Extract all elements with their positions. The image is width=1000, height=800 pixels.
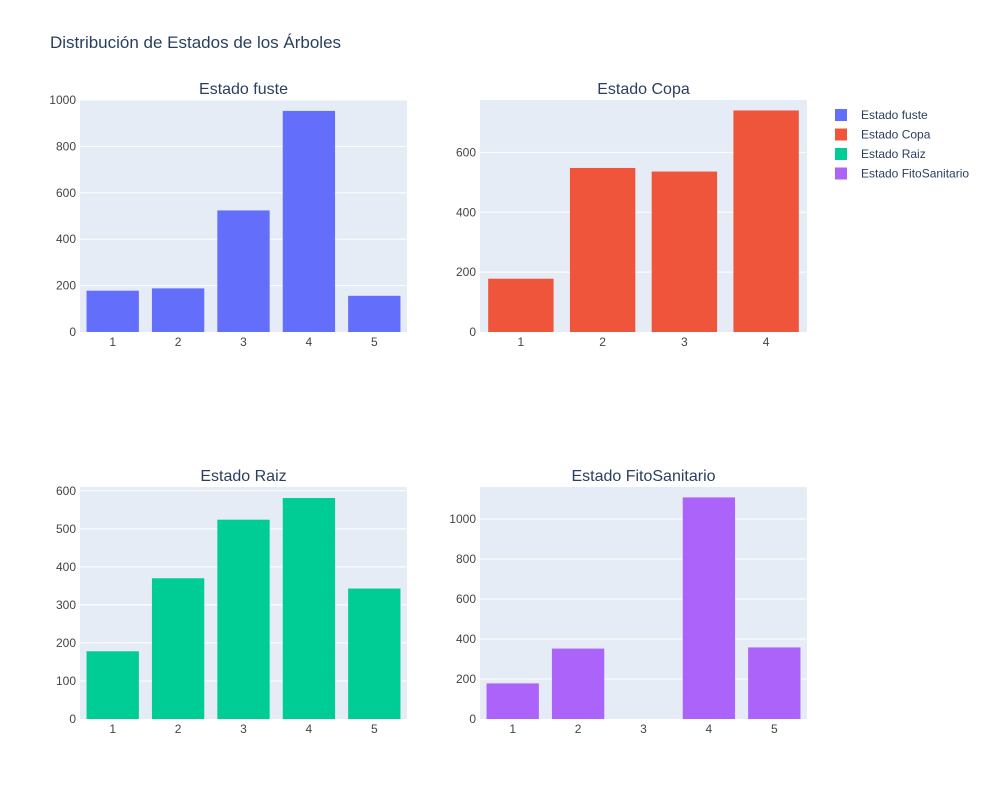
legend-swatch [835, 128, 847, 141]
bar [551, 648, 605, 719]
y-tick-label: 100 [56, 674, 76, 688]
y-tick-label: 200 [56, 279, 76, 293]
x-tick-label: 4 [306, 335, 313, 349]
x-tick-label: 3 [640, 722, 647, 736]
bar [217, 210, 270, 332]
y-tick-label: 0 [469, 325, 476, 339]
y-tick-label: 0 [69, 712, 76, 726]
bar [569, 167, 636, 332]
x-tick-label: 3 [240, 335, 247, 349]
x-tick-label: 4 [306, 722, 313, 736]
legend-swatch [835, 109, 847, 121]
x-tick-label: 2 [175, 335, 182, 349]
y-tick-label: 1000 [449, 512, 476, 526]
x-tick-label: 4 [706, 722, 713, 736]
legend-label: Estado Copa [861, 128, 931, 142]
subplot-title: Estado Copa [597, 81, 690, 98]
bar [151, 578, 205, 719]
y-tick-label: 200 [456, 265, 476, 279]
subplot-title: Estado FitoSanitario [571, 468, 715, 485]
y-tick-label: 400 [456, 205, 476, 219]
x-tick-label: 4 [763, 335, 770, 349]
bar [151, 288, 205, 332]
bar [86, 290, 139, 332]
legend-swatch [835, 148, 847, 160]
x-tick-label: 2 [599, 335, 606, 349]
bar [488, 278, 554, 332]
y-tick-label: 200 [456, 672, 476, 686]
y-tick-label: 800 [456, 552, 476, 566]
y-tick-label: 0 [69, 325, 76, 339]
subplot-title: Estado Raiz [200, 468, 286, 485]
y-tick-label: 400 [456, 632, 476, 646]
legend-label: Estado FitoSanitario [861, 167, 969, 181]
bar [682, 497, 736, 719]
x-tick-label: 3 [240, 722, 247, 736]
x-tick-label: 5 [371, 335, 378, 349]
bar [282, 110, 336, 333]
bar [217, 519, 270, 719]
x-tick-label: 2 [575, 722, 582, 736]
chart-main-title: Distribución de Estados de los Árboles [50, 33, 342, 52]
x-tick-label: 1 [509, 722, 516, 736]
bar [651, 171, 718, 332]
x-tick-label: 2 [175, 722, 182, 736]
subplot-title: Estado fuste [199, 81, 288, 98]
y-tick-label: 200 [56, 636, 76, 650]
y-tick-label: 600 [56, 186, 76, 200]
y-tick-label: 500 [56, 522, 76, 536]
y-tick-label: 0 [469, 712, 476, 726]
x-tick-label: 1 [518, 335, 525, 349]
y-tick-label: 600 [56, 484, 76, 498]
y-tick-label: 600 [456, 592, 476, 606]
bar [486, 683, 539, 719]
legend-swatch [835, 167, 847, 180]
bar [348, 588, 401, 719]
legend-label: Estado fuste [861, 108, 928, 122]
y-tick-label: 600 [456, 145, 476, 159]
bar [282, 498, 336, 719]
x-tick-label: 5 [771, 722, 778, 736]
legend-label: Estado Raiz [861, 147, 926, 161]
bar [348, 295, 401, 332]
y-tick-label: 1000 [49, 93, 76, 107]
bar [748, 647, 801, 719]
x-tick-label: 1 [109, 335, 116, 349]
x-tick-label: 3 [681, 335, 688, 349]
x-tick-label: 1 [109, 722, 116, 736]
bar [733, 110, 799, 332]
y-tick-label: 400 [56, 232, 76, 246]
x-tick-label: 5 [371, 722, 378, 736]
y-tick-label: 300 [56, 598, 76, 612]
y-tick-label: 400 [56, 560, 76, 574]
y-tick-label: 800 [56, 139, 76, 153]
bar [86, 651, 139, 719]
